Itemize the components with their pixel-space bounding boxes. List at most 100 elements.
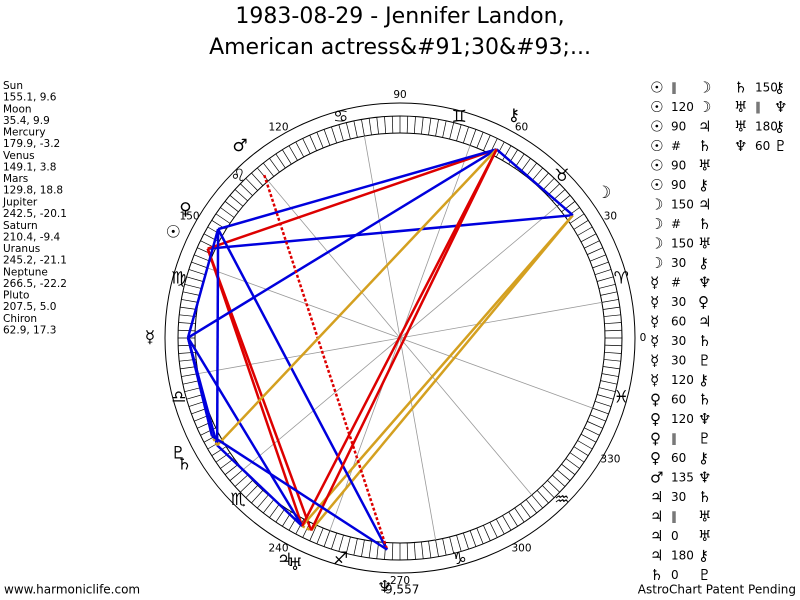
planet-glyph: ☽ bbox=[596, 183, 611, 203]
ring-tick bbox=[596, 276, 614, 282]
sign-glyph: ♈ bbox=[614, 269, 629, 289]
ring-tick bbox=[604, 344, 622, 347]
aspect-planet: ♅ bbox=[698, 508, 711, 526]
planet-glyph: ♀ bbox=[179, 200, 191, 220]
aspect-planet: ♄ bbox=[698, 488, 711, 506]
outer-circle bbox=[164, 102, 636, 574]
aspect-line bbox=[210, 435, 219, 446]
ring-tick bbox=[476, 527, 484, 544]
aspect-type: 60 bbox=[671, 393, 686, 407]
ring-tick bbox=[316, 132, 324, 149]
aspect-planet: ♇ bbox=[698, 566, 711, 584]
ring-tick bbox=[331, 126, 337, 144]
aspect-planet: ☿ bbox=[650, 313, 659, 331]
ring-tick bbox=[229, 469, 244, 481]
ring-tick bbox=[435, 119, 439, 137]
ring-tick bbox=[234, 474, 248, 487]
aspect-planet: ☽ bbox=[650, 254, 663, 272]
aspect-type: 180 bbox=[671, 549, 694, 563]
ring-tick bbox=[224, 463, 239, 475]
sign-glyph: ♎ bbox=[171, 387, 186, 407]
planet-position: 210.4, -9.4 bbox=[3, 231, 61, 243]
ring-tick bbox=[602, 306, 620, 310]
planet-name: Mercury bbox=[3, 127, 46, 139]
ring-tick bbox=[489, 522, 498, 538]
planet-position: 266.5, -22.2 bbox=[3, 278, 67, 290]
bottom-label: -9,557 bbox=[381, 583, 420, 597]
aspect-planet: ♆ bbox=[698, 410, 711, 428]
aspect-type: ∥ bbox=[671, 510, 677, 524]
planet-glyph: ♅ bbox=[288, 555, 303, 575]
ring-tick bbox=[251, 490, 264, 504]
aspect-line bbox=[309, 148, 498, 531]
ring-tick bbox=[594, 401, 612, 407]
aspect-planet: ☉ bbox=[650, 118, 663, 136]
ring-tick bbox=[428, 118, 432, 136]
ring-tick bbox=[495, 518, 505, 535]
aspect-planet: ☉ bbox=[650, 157, 663, 175]
ring-tick bbox=[376, 117, 379, 135]
ring-tick bbox=[316, 527, 324, 544]
ring-tick bbox=[569, 452, 585, 463]
aspect-line bbox=[207, 148, 497, 250]
aspect-line bbox=[495, 148, 574, 217]
ring-tick bbox=[406, 542, 409, 560]
aspect-planet: ♆ bbox=[698, 274, 711, 292]
aspect-planet: ⚷ bbox=[698, 371, 709, 389]
planet-glyph: ♇ bbox=[171, 443, 186, 463]
ring-tick bbox=[391, 542, 394, 560]
planet-position: 242.5, -20.1 bbox=[3, 208, 67, 220]
sign-glyph: ♑ bbox=[452, 549, 467, 569]
aspect-planet: ♅ bbox=[734, 98, 747, 116]
aspect-type: 90 bbox=[671, 120, 686, 134]
aspect-planet: ☽ bbox=[650, 235, 663, 253]
aspect-planet: ♀ bbox=[650, 410, 661, 428]
aspect-planet: ♇ bbox=[774, 137, 787, 155]
title: 1983-08-29 - Jennifer Landon, bbox=[235, 4, 564, 29]
ring-tick bbox=[275, 153, 286, 169]
aspect-planet: ♀ bbox=[698, 293, 709, 311]
aspect-planet: ☉ bbox=[650, 176, 663, 194]
aspect-planet: ♃ bbox=[650, 508, 663, 526]
aspect-type: 30 bbox=[671, 490, 686, 504]
ring-tick bbox=[556, 469, 571, 481]
sign-glyph: ♊ bbox=[452, 107, 467, 127]
aspect-planet: ♀ bbox=[650, 391, 661, 409]
aspect-line bbox=[216, 444, 303, 527]
ring-tick bbox=[220, 207, 235, 218]
ring-tick bbox=[345, 536, 351, 554]
aspect-line bbox=[186, 336, 304, 527]
aspect-line bbox=[217, 148, 497, 231]
aspect-type: # bbox=[671, 276, 681, 290]
planet-name: Chiron bbox=[3, 313, 37, 325]
ring-tick bbox=[338, 534, 344, 552]
ring-tick bbox=[384, 116, 387, 134]
ring-tick bbox=[580, 433, 597, 443]
ring-tick bbox=[240, 480, 253, 493]
ring-tick bbox=[413, 542, 416, 560]
aspect-planet: ☿ bbox=[650, 352, 659, 370]
aspect-line bbox=[216, 148, 498, 447]
ring-tick bbox=[257, 494, 269, 509]
ring-tick bbox=[391, 116, 394, 134]
aspect-type: 135 bbox=[671, 471, 694, 485]
ring-tick bbox=[449, 536, 455, 554]
planet-name: Jupiter bbox=[2, 197, 38, 209]
aspect-planet: ☉ bbox=[650, 137, 663, 155]
ring-tick bbox=[406, 116, 409, 134]
ring-tick bbox=[502, 515, 512, 531]
aspect-planet: ♄ bbox=[734, 79, 747, 97]
aspect-planet: ♄ bbox=[698, 391, 711, 409]
ring-tick bbox=[295, 141, 305, 158]
ring-tick bbox=[476, 132, 484, 149]
ring-tick bbox=[269, 503, 280, 518]
ring-tick bbox=[552, 474, 566, 487]
ring-tick bbox=[456, 534, 462, 552]
aspect-line bbox=[187, 148, 498, 339]
ring-tick bbox=[302, 138, 311, 154]
ring-tick bbox=[536, 172, 549, 186]
ring-tick bbox=[186, 394, 204, 400]
ring-tick bbox=[421, 117, 424, 135]
degree-label: 240 bbox=[268, 542, 288, 554]
aspect-type: ∥ bbox=[671, 81, 677, 95]
